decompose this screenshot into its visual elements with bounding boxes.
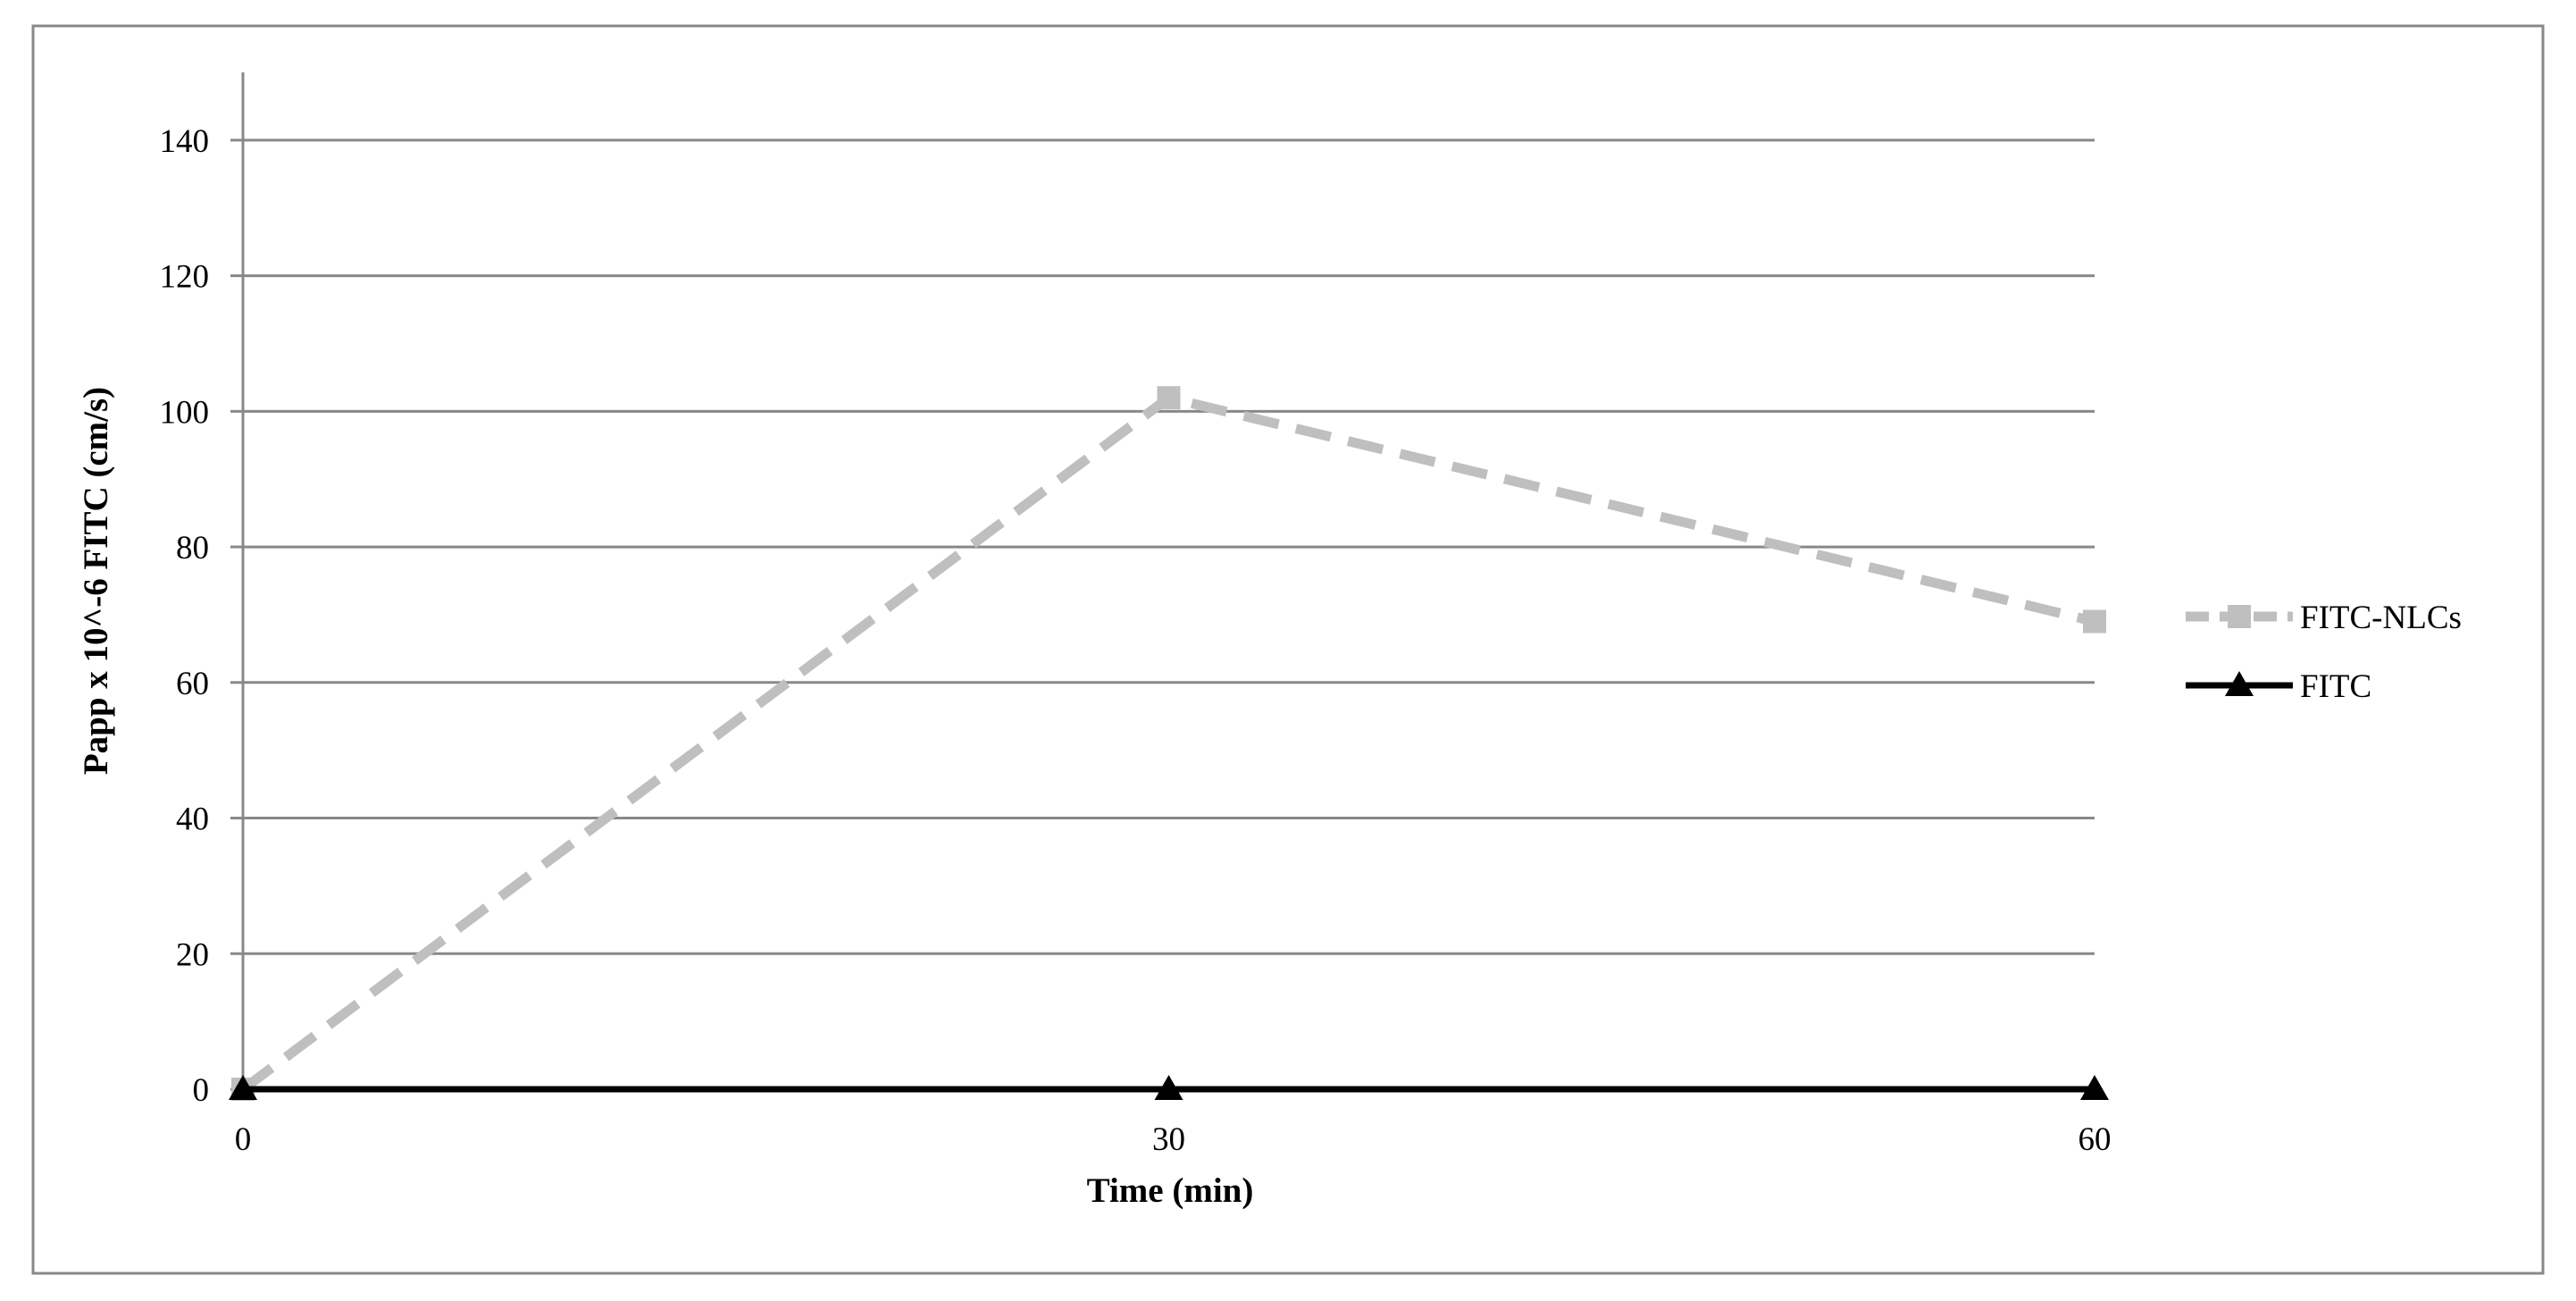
- data-point: [2080, 1075, 2109, 1100]
- y-axis-label: Papp x 10^-6 FITC (cm/s): [77, 387, 115, 775]
- y-tick-label: 100: [160, 394, 210, 431]
- legend-marker: [2228, 605, 2251, 628]
- y-tick-label: 140: [160, 123, 210, 160]
- legend-marker: [2225, 671, 2254, 696]
- legend-label: FITC-NLCs: [2300, 600, 2462, 636]
- x-axis-label: Time (min): [1087, 1171, 1254, 1210]
- y-tick-label: 40: [176, 802, 209, 838]
- y-tick-label: 0: [193, 1072, 210, 1109]
- y-tick-label: 120: [160, 259, 210, 296]
- y-tick-label: 20: [176, 936, 209, 973]
- x-tick-label: 0: [235, 1121, 252, 1158]
- y-tick-label: 60: [176, 666, 209, 702]
- data-point: [2083, 609, 2106, 634]
- legend-label: FITC: [2300, 668, 2371, 705]
- data-point: [229, 1075, 257, 1100]
- data-point: [1157, 386, 1181, 410]
- chart-frame: [31, 24, 2545, 1275]
- data-point: [1154, 1075, 1183, 1100]
- y-tick-label: 80: [176, 530, 209, 567]
- x-tick-label: 30: [1152, 1121, 1185, 1158]
- x-tick-label: 60: [2078, 1121, 2112, 1158]
